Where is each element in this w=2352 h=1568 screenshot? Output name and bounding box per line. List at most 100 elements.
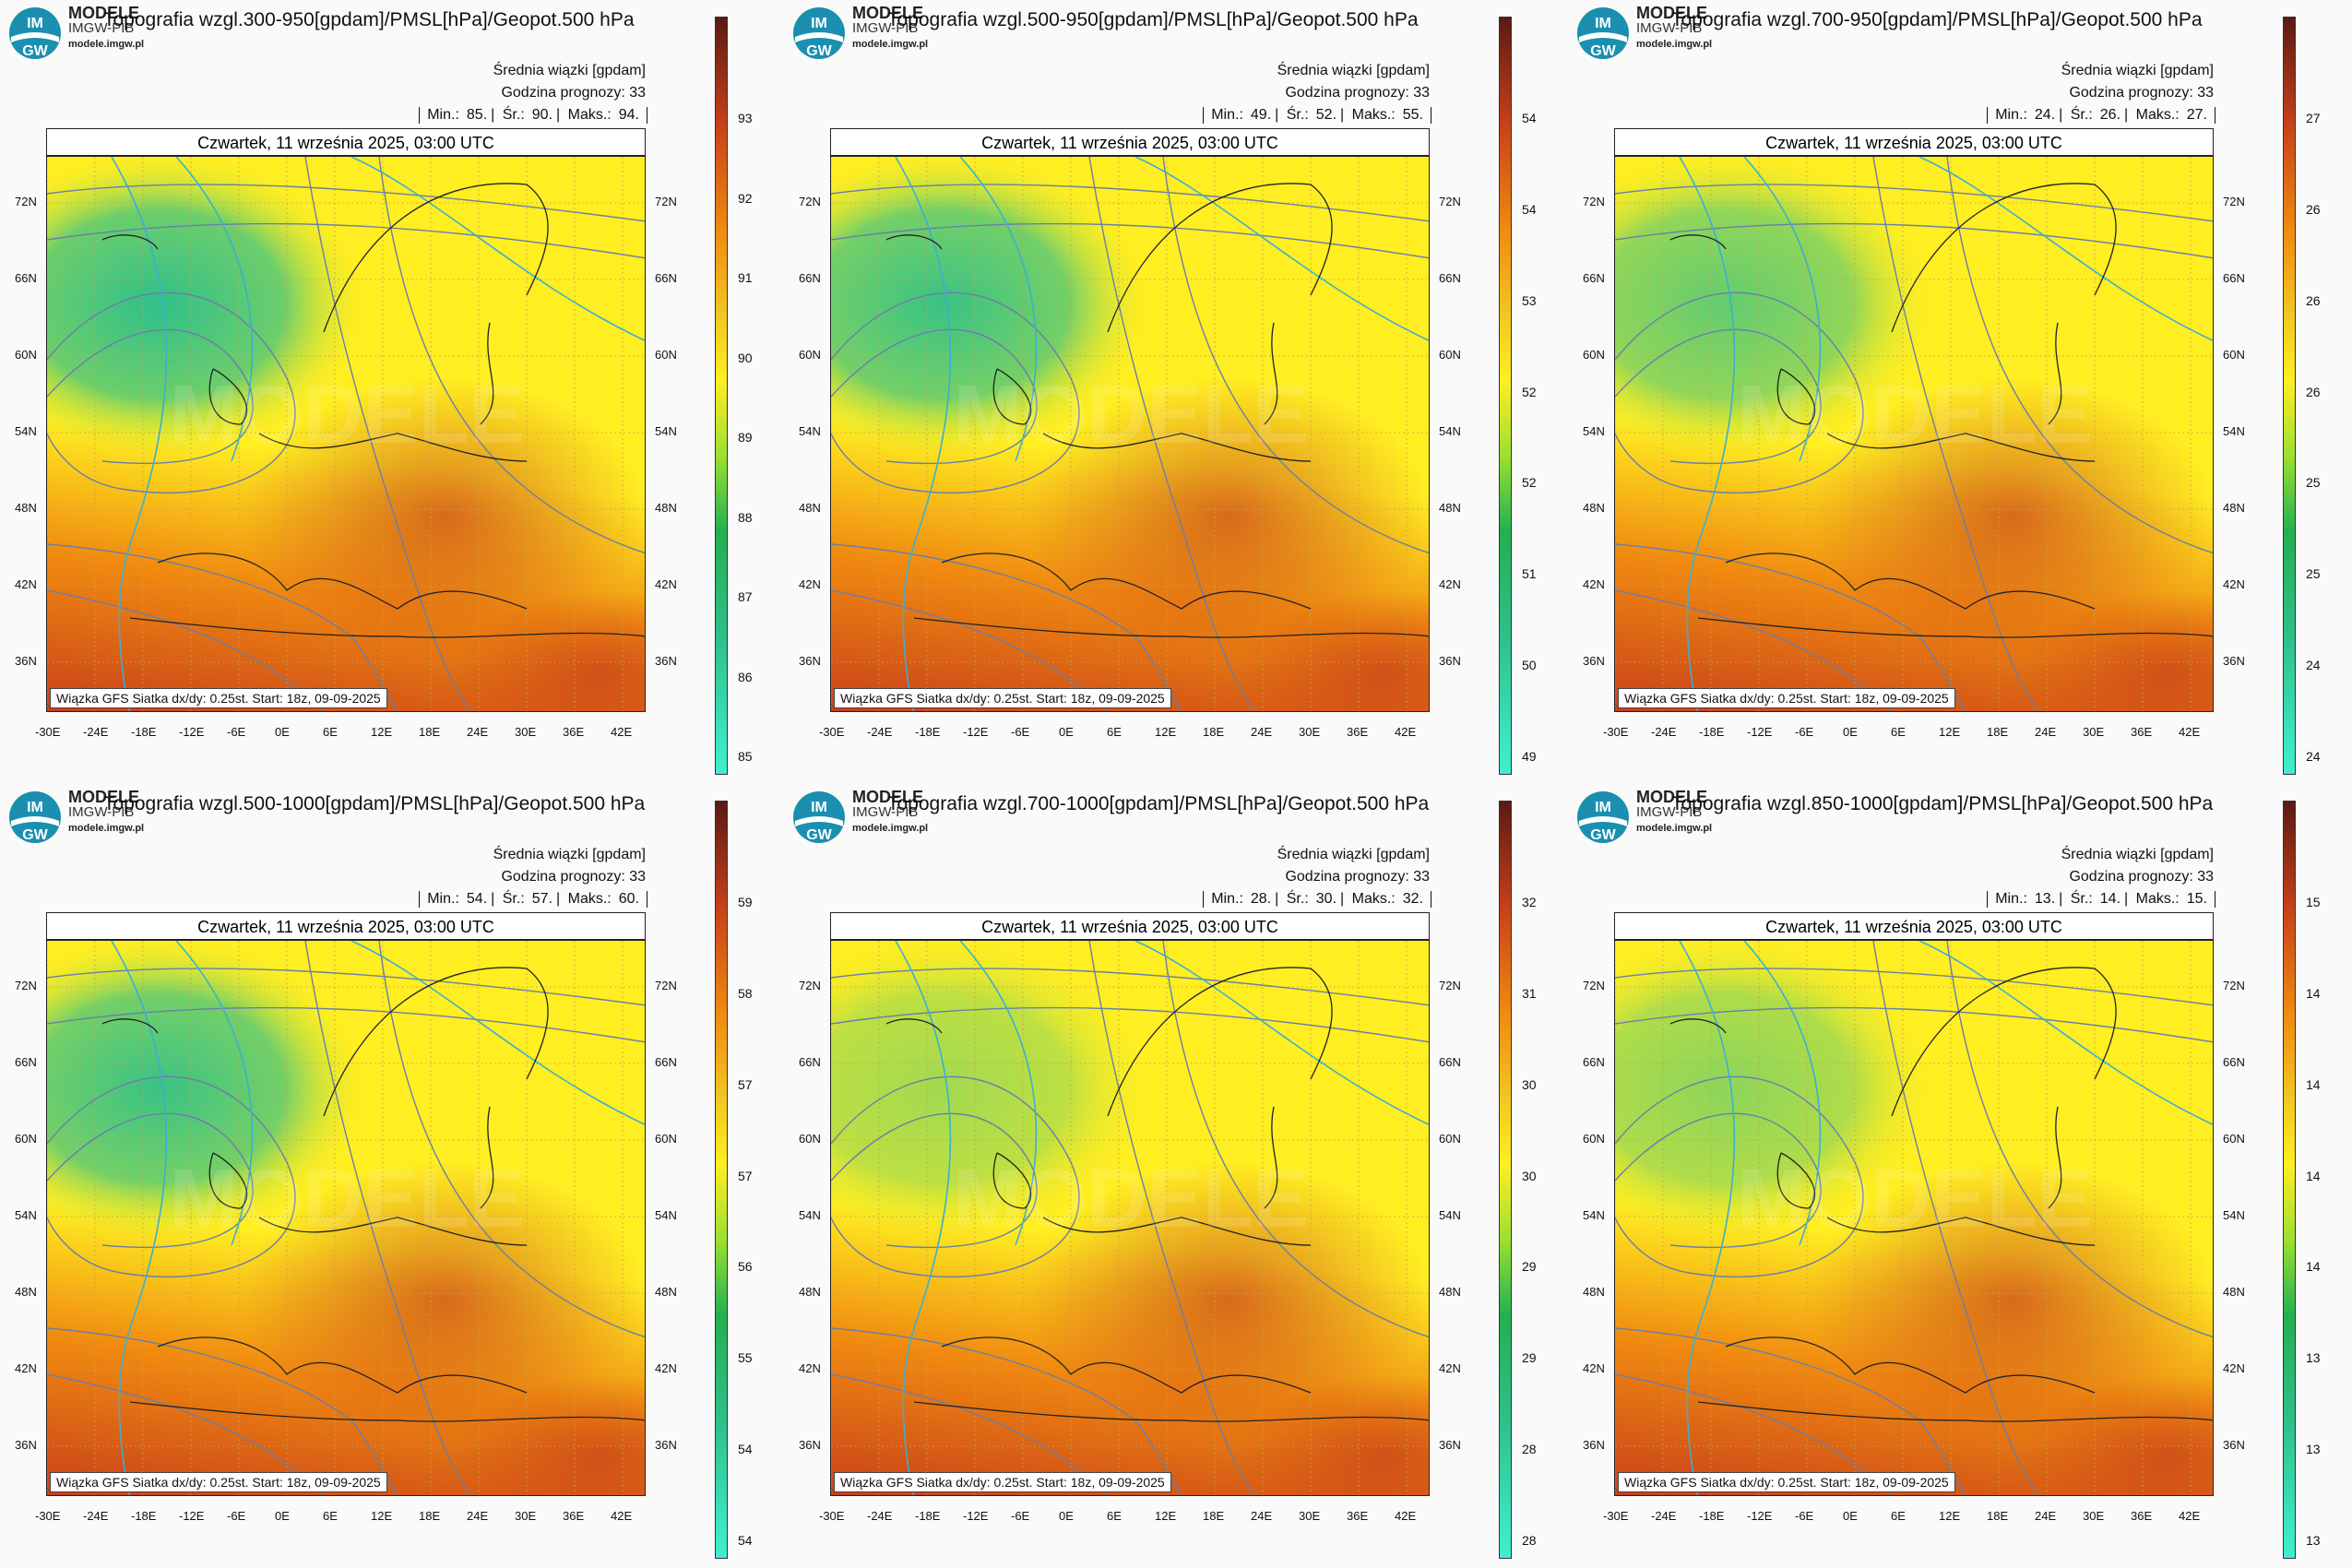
lon-tick: 12E: [371, 725, 393, 739]
lat-tick-left: 66N: [1583, 271, 1605, 285]
lat-tick-left: 42N: [15, 577, 37, 591]
lat-tick-right: 42N: [2223, 1361, 2245, 1375]
map-svg: MODELE: [1615, 157, 2213, 711]
warm-anomaly: [1025, 1162, 1429, 1439]
lat-tick-left: 72N: [15, 195, 37, 208]
lon-tick: -6E: [227, 1509, 246, 1523]
stats-row: Min.: 85. | Śr.: 90. | Maks.: 94.: [419, 107, 647, 124]
map-svg: MODELE: [831, 941, 1429, 1495]
color-scale-tick: 57: [738, 1168, 753, 1183]
lon-tick: 30E: [2083, 1509, 2105, 1523]
lon-tick: 30E: [1299, 1509, 1321, 1523]
lat-tick-right: 36N: [2223, 1438, 2245, 1452]
lon-tick: -6E: [1795, 725, 1814, 739]
lat-tick-left: 42N: [799, 577, 821, 591]
lat-tick-left: 72N: [1583, 979, 1605, 992]
lon-tick: 18E: [1203, 725, 1225, 739]
map-svg: MODELE: [47, 157, 645, 711]
color-scale-tick: 31: [1522, 985, 1537, 1001]
watermark: MODELE: [1737, 1153, 2092, 1245]
lat-tick-left: 66N: [1583, 1055, 1605, 1069]
warm-anomaly-se: [453, 590, 645, 711]
lon-tick: -18E: [1699, 725, 1725, 739]
watermark: MODELE: [1737, 369, 2092, 461]
brand-institute: IMGW-PIB: [68, 804, 135, 820]
avg-label: Śr.:: [1286, 891, 1309, 907]
brand-url: modele.imgw.pl: [852, 39, 929, 50]
lon-tick: -6E: [1011, 725, 1030, 739]
color-scale: [715, 17, 728, 775]
lat-tick-left: 60N: [15, 348, 37, 362]
avg-value: 57.: [531, 891, 553, 907]
lat-tick-left: 72N: [799, 979, 821, 992]
lat-tick-right: 54N: [2223, 1208, 2245, 1222]
color-scale-tick: 92: [738, 190, 753, 206]
lon-tick: 42E: [2179, 725, 2201, 739]
graticule: [1615, 941, 2213, 1495]
date-banner: Czwartek, 11 września 2025, 03:00 UTC: [46, 128, 646, 156]
max-value: 27.: [2186, 107, 2207, 123]
lon-tick: 12E: [1939, 1509, 1961, 1523]
min-label: Min.:: [1211, 891, 1243, 907]
map-panel: IM GW MODELE IMGW-PIB modele.imgw.pl Top…: [784, 0, 1568, 784]
min-label: Min.:: [1995, 107, 2027, 123]
brand-name: MODELE: [852, 788, 924, 806]
lon-tick: 36E: [563, 725, 585, 739]
max-value: 32.: [1402, 891, 1423, 907]
color-scale: [715, 801, 728, 1559]
color-scale-tick: 29: [1522, 1350, 1537, 1366]
color-scale-tick: 25: [2306, 566, 2321, 582]
lat-tick-right: 36N: [655, 1438, 677, 1452]
lat-tick-right: 42N: [2223, 577, 2245, 591]
warm-anomaly-se: [2021, 590, 2213, 711]
color-scale-tick: 90: [738, 350, 753, 365]
lon-tick: -24E: [867, 725, 893, 739]
color-scale-tick: 51: [1522, 566, 1537, 582]
lon-tick: 30E: [515, 1509, 537, 1523]
color-scale-tick: 30: [1522, 1076, 1537, 1092]
lat-tick-right: 42N: [1439, 577, 1461, 591]
color-scale-tick: 30: [1522, 1168, 1537, 1183]
map-panel: IM GW MODELE IMGW-PIB modele.imgw.pl Top…: [1568, 0, 2352, 784]
color-scale-tick: 93: [738, 111, 753, 125]
color-scale-tick: 25: [2306, 475, 2321, 491]
imgw-logo: IM GW: [793, 7, 845, 59]
lat-tick-left: 66N: [799, 1055, 821, 1069]
brand-url: modele.imgw.pl: [1636, 39, 1713, 50]
max-value: 60.: [618, 891, 639, 907]
lon-tick: 30E: [2083, 725, 2105, 739]
stats-row: Min.: 28. | Śr.: 30. | Maks.: 32.: [1203, 891, 1431, 908]
warm-anomaly: [1025, 378, 1429, 655]
min-value: 85.: [466, 107, 488, 123]
lat-tick-left: 72N: [799, 195, 821, 208]
panel-title: Topografia wzgl.500-1000[gpdam]/PMSL[hPa…: [103, 793, 646, 814]
color-scale-tick: 28: [1522, 1442, 1537, 1457]
warm-anomaly: [1809, 1162, 2213, 1439]
max-value: 15.: [2186, 891, 2207, 907]
lat-tick-left: 66N: [15, 1055, 37, 1069]
color-scale-tick: 88: [738, 509, 753, 525]
lon-tick: -12E: [1747, 725, 1773, 739]
svg-text:GW: GW: [22, 827, 48, 843]
lat-tick-right: 72N: [1439, 195, 1461, 208]
svg-text:GW: GW: [22, 43, 48, 59]
svg-text:IM: IM: [1595, 16, 1611, 31]
imgw-logo: IM GW: [793, 791, 845, 843]
lat-tick-right: 42N: [1439, 1361, 1461, 1375]
lat-tick-left: 72N: [1583, 195, 1605, 208]
lon-tick: -24E: [83, 725, 109, 739]
legend-title: Średnia wiązki [gpdam]: [1277, 847, 1430, 862]
lat-tick-left: 60N: [799, 1132, 821, 1146]
svg-text:GW: GW: [806, 827, 832, 843]
max-value: 94.: [618, 107, 639, 123]
color-scale: [2283, 17, 2296, 775]
panel-title: Topografia wzgl.500-950[gpdam]/PMSL[hPa]…: [887, 9, 1419, 30]
color-scale-tick: 14: [2306, 1076, 2321, 1092]
legend-title: Średnia wiązki [gpdam]: [1277, 63, 1430, 78]
lat-tick-right: 60N: [655, 1132, 677, 1146]
lat-tick-left: 60N: [15, 1132, 37, 1146]
lon-tick: -6E: [1795, 1509, 1814, 1523]
lon-tick: 24E: [467, 725, 489, 739]
max-label: Maks.:: [2135, 891, 2180, 907]
stats-row: Min.: 24. | Śr.: 26. | Maks.: 27.: [1987, 107, 2215, 124]
